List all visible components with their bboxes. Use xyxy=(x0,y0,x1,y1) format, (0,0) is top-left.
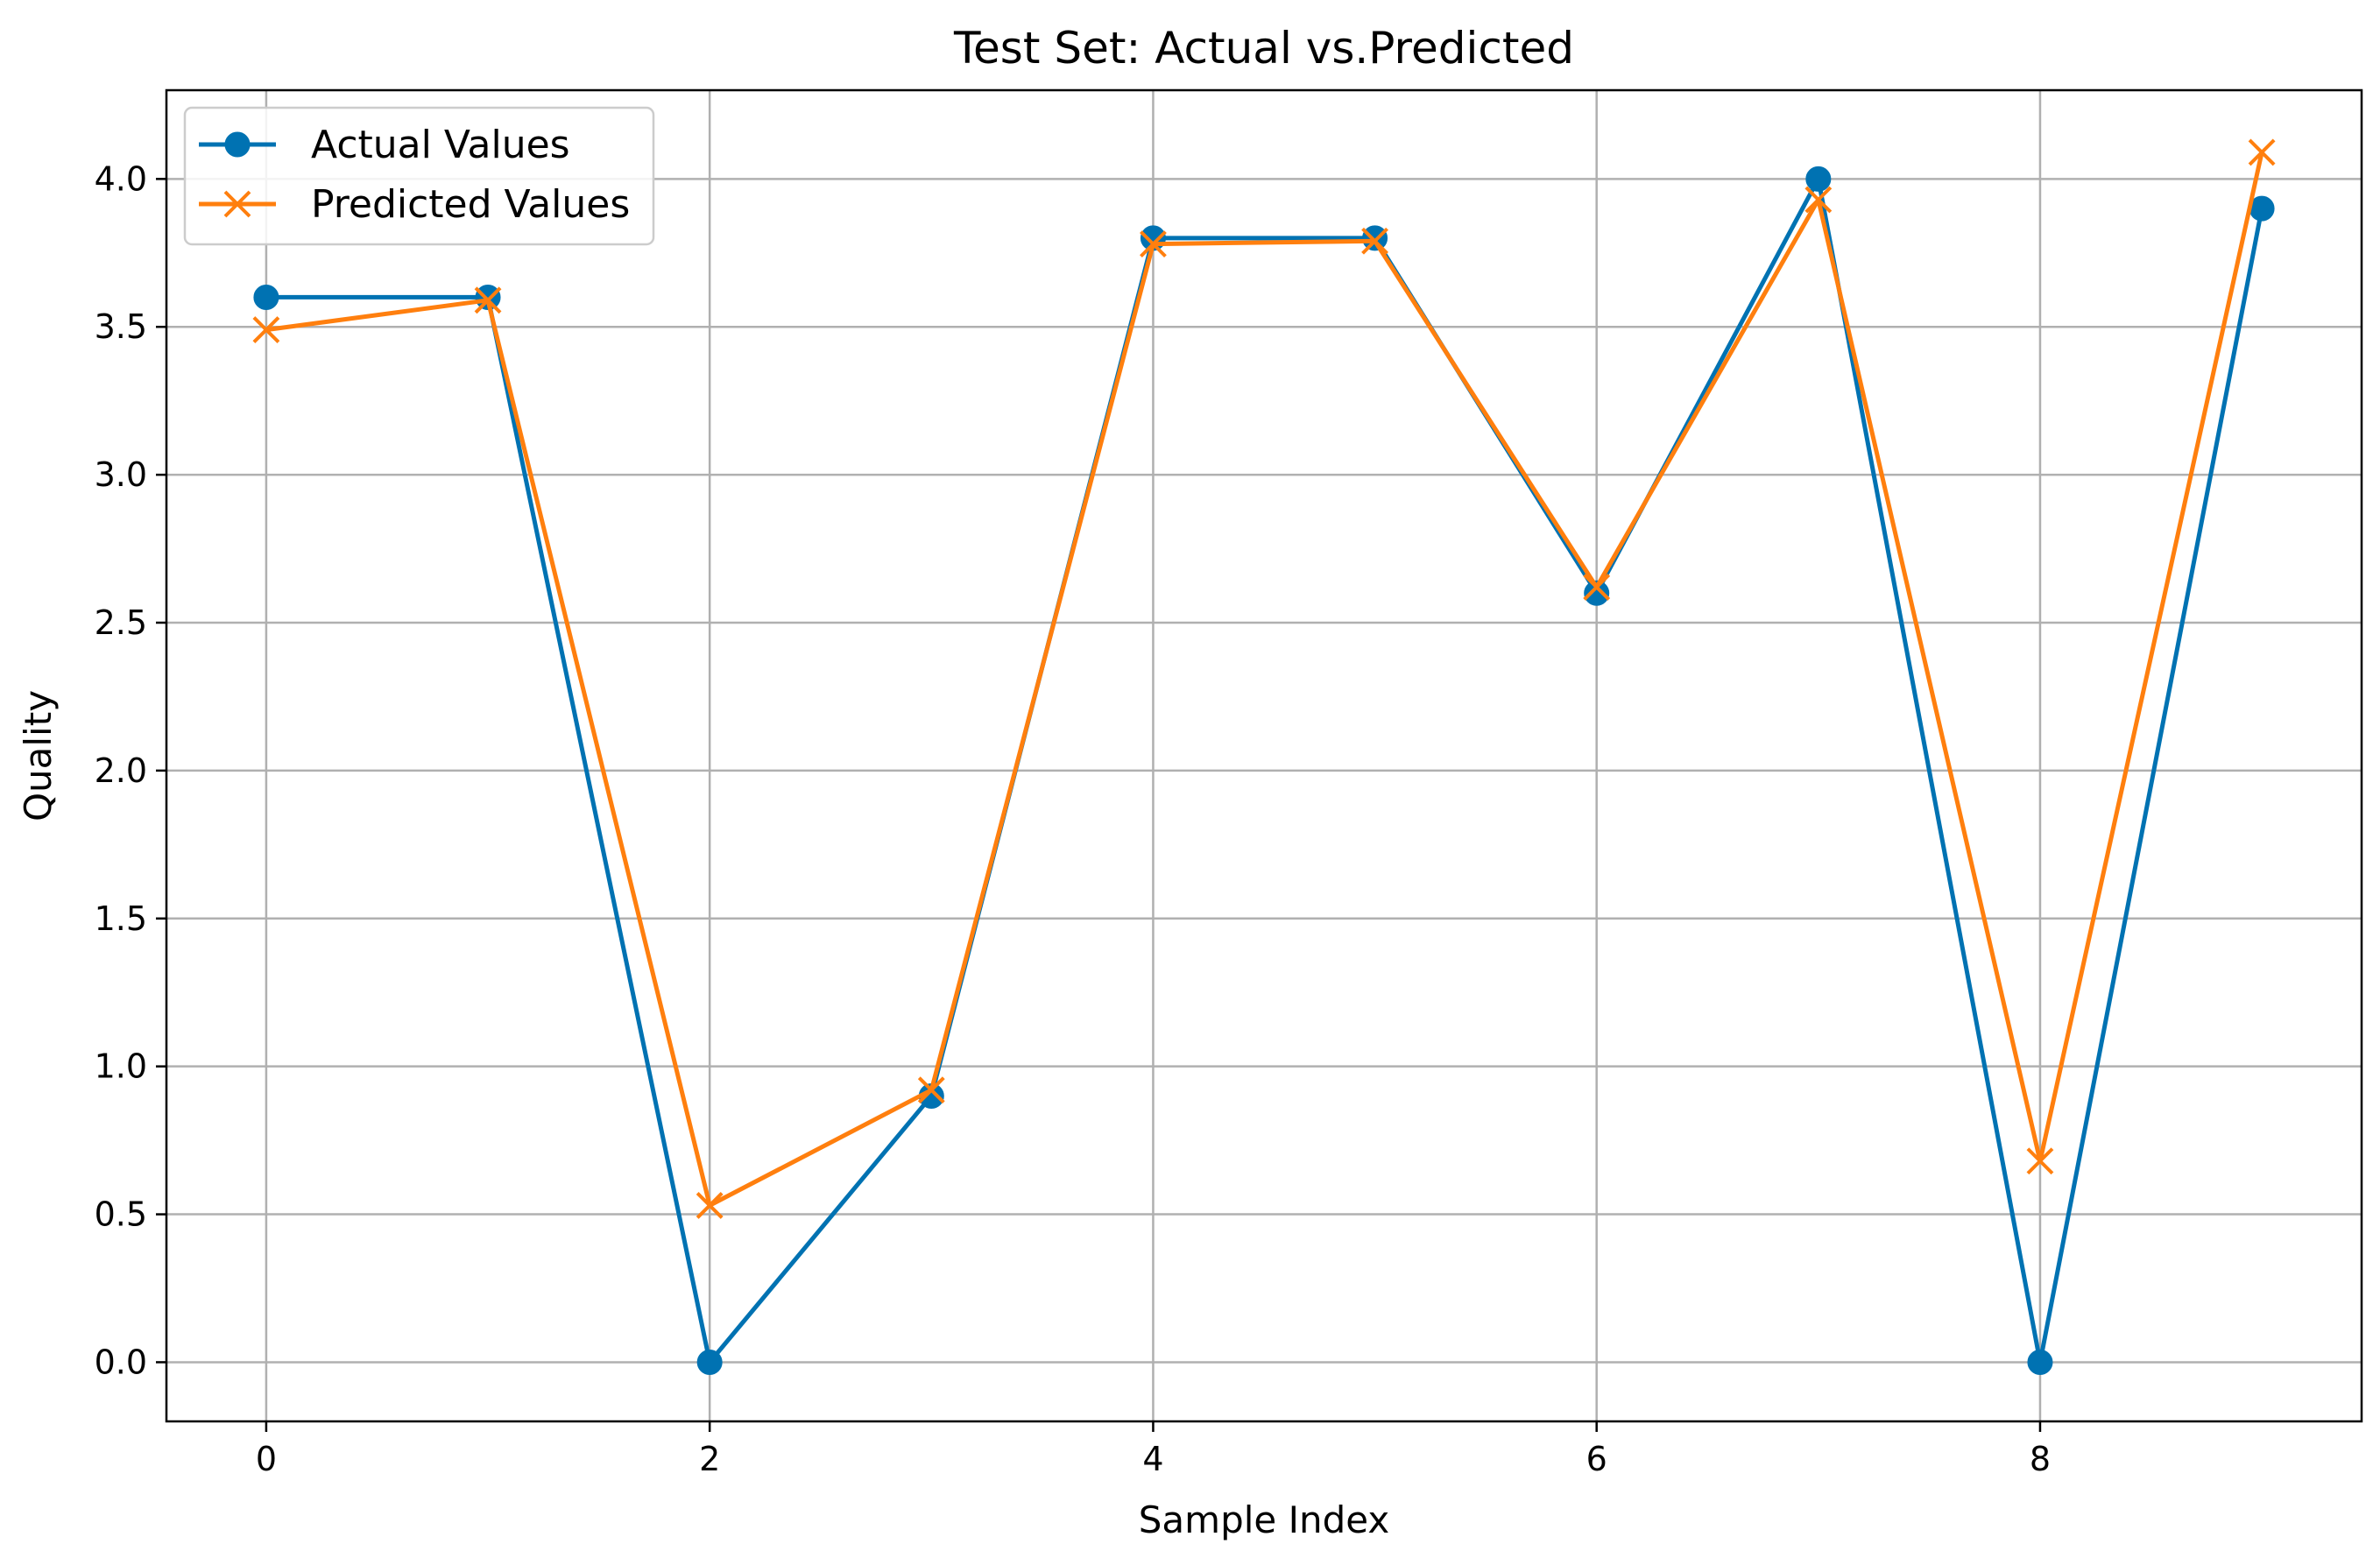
data-point-predicted xyxy=(474,286,502,314)
series-line xyxy=(265,152,2264,1208)
legend-entry: Predicted Values xyxy=(199,182,630,227)
x-tick-label: 2 xyxy=(699,1440,720,1478)
data-point-actual xyxy=(1362,225,1388,251)
legend-entry: Actual Values xyxy=(199,123,570,167)
y-tick-label: 4.0 xyxy=(95,159,147,198)
x-tick-label: 4 xyxy=(1142,1440,1163,1478)
data-point-actual xyxy=(1805,166,1832,192)
x-tick-label: 0 xyxy=(256,1440,277,1478)
series-1 xyxy=(252,138,2276,1219)
series-layer xyxy=(252,138,2276,1375)
x-tick-label: 6 xyxy=(1586,1440,1607,1478)
legend-marker xyxy=(223,190,251,218)
plot-frame xyxy=(165,88,2363,1423)
y-tick-label: 3.0 xyxy=(95,455,147,494)
legend-marker xyxy=(224,131,251,158)
y-tick-label: 0.0 xyxy=(95,1343,147,1381)
y-tick-label: 2.0 xyxy=(95,751,147,790)
y-tick-label: 0.5 xyxy=(95,1195,147,1234)
series-0 xyxy=(253,166,2275,1375)
legend-label: Actual Values xyxy=(311,123,570,167)
data-point-predicted xyxy=(1361,227,1388,255)
y-tick-label: 1.0 xyxy=(95,1047,147,1086)
data-point-predicted xyxy=(696,1192,724,1219)
series-line xyxy=(265,176,2264,1364)
y-tick-label: 1.5 xyxy=(95,899,147,938)
data-point-actual xyxy=(2027,1349,2053,1375)
data-point-predicted xyxy=(2026,1147,2054,1175)
y-axis-label: Quality xyxy=(17,690,60,821)
data-point-predicted xyxy=(917,1076,945,1104)
data-point-predicted xyxy=(252,316,280,344)
chart-title: Test Set: Actual vs.Predicted xyxy=(953,23,1574,74)
data-point-predicted xyxy=(1140,230,1167,258)
legend: Actual Values Predicted Values xyxy=(183,106,655,246)
legend-label: Predicted Values xyxy=(311,182,630,227)
legend-box xyxy=(183,106,655,246)
data-point-actual xyxy=(696,1349,723,1375)
data-point-predicted xyxy=(2248,138,2276,166)
data-point-actual xyxy=(253,284,279,310)
data-point-predicted xyxy=(1804,186,1833,214)
x-tick-label: 8 xyxy=(2030,1440,2051,1478)
data-point-predicted xyxy=(1583,574,1611,601)
y-tick-label: 2.5 xyxy=(95,603,147,642)
data-point-actual xyxy=(1584,580,1610,606)
y-tick-label: 3.5 xyxy=(95,307,147,346)
ticks: 0 2 4 6 8 0.0 0.5 1.0 1.5 2.0 2.5 3.0 3.5 4.0 xyxy=(95,159,2051,1478)
x-axis-label: Sample Index xyxy=(1139,1498,1389,1541)
